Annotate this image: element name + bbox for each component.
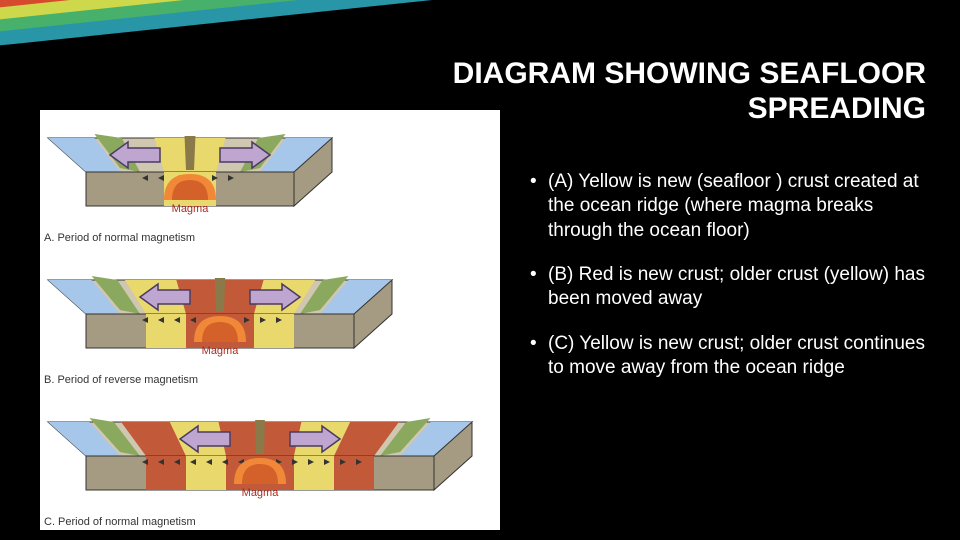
bullet-dot: • (530, 332, 548, 381)
panel-C: Magma C. Period of normal magnetism (40, 394, 500, 528)
bullet-text: (B) Red is new crust; older crust (yello… (548, 263, 930, 312)
bullet-item: •(A) Yellow is new (seafloor ) crust cre… (530, 170, 930, 243)
svg-text:Magma: Magma (202, 345, 240, 357)
bullet-dot: • (530, 170, 548, 243)
bullet-dot: • (530, 263, 548, 312)
panel-caption-C: C. Period of normal magnetism (44, 516, 500, 528)
diagram-area: Magma A. Period of normal magnetism Magma B… (40, 110, 500, 530)
svg-text:Magma: Magma (242, 487, 280, 499)
panel-B: Magma B. Period of reverse magnetism (40, 252, 500, 386)
panel-caption-A: A. Period of normal magnetism (44, 232, 500, 244)
panel-caption-B: B. Period of reverse magnetism (44, 374, 500, 386)
bullet-item: •(B) Red is new crust; older crust (yell… (530, 263, 930, 312)
bullet-text: (A) Yellow is new (seafloor ) crust crea… (548, 170, 930, 243)
bullet-text: (C) Yellow is new crust; older crust con… (548, 332, 930, 381)
bullet-item: •(C) Yellow is new crust; older crust co… (530, 332, 930, 381)
svg-text:Magma: Magma (172, 203, 210, 215)
bullet-list: •(A) Yellow is new (seafloor ) crust cre… (530, 170, 930, 400)
panel-A: Magma A. Period of normal magnetism (40, 110, 500, 244)
